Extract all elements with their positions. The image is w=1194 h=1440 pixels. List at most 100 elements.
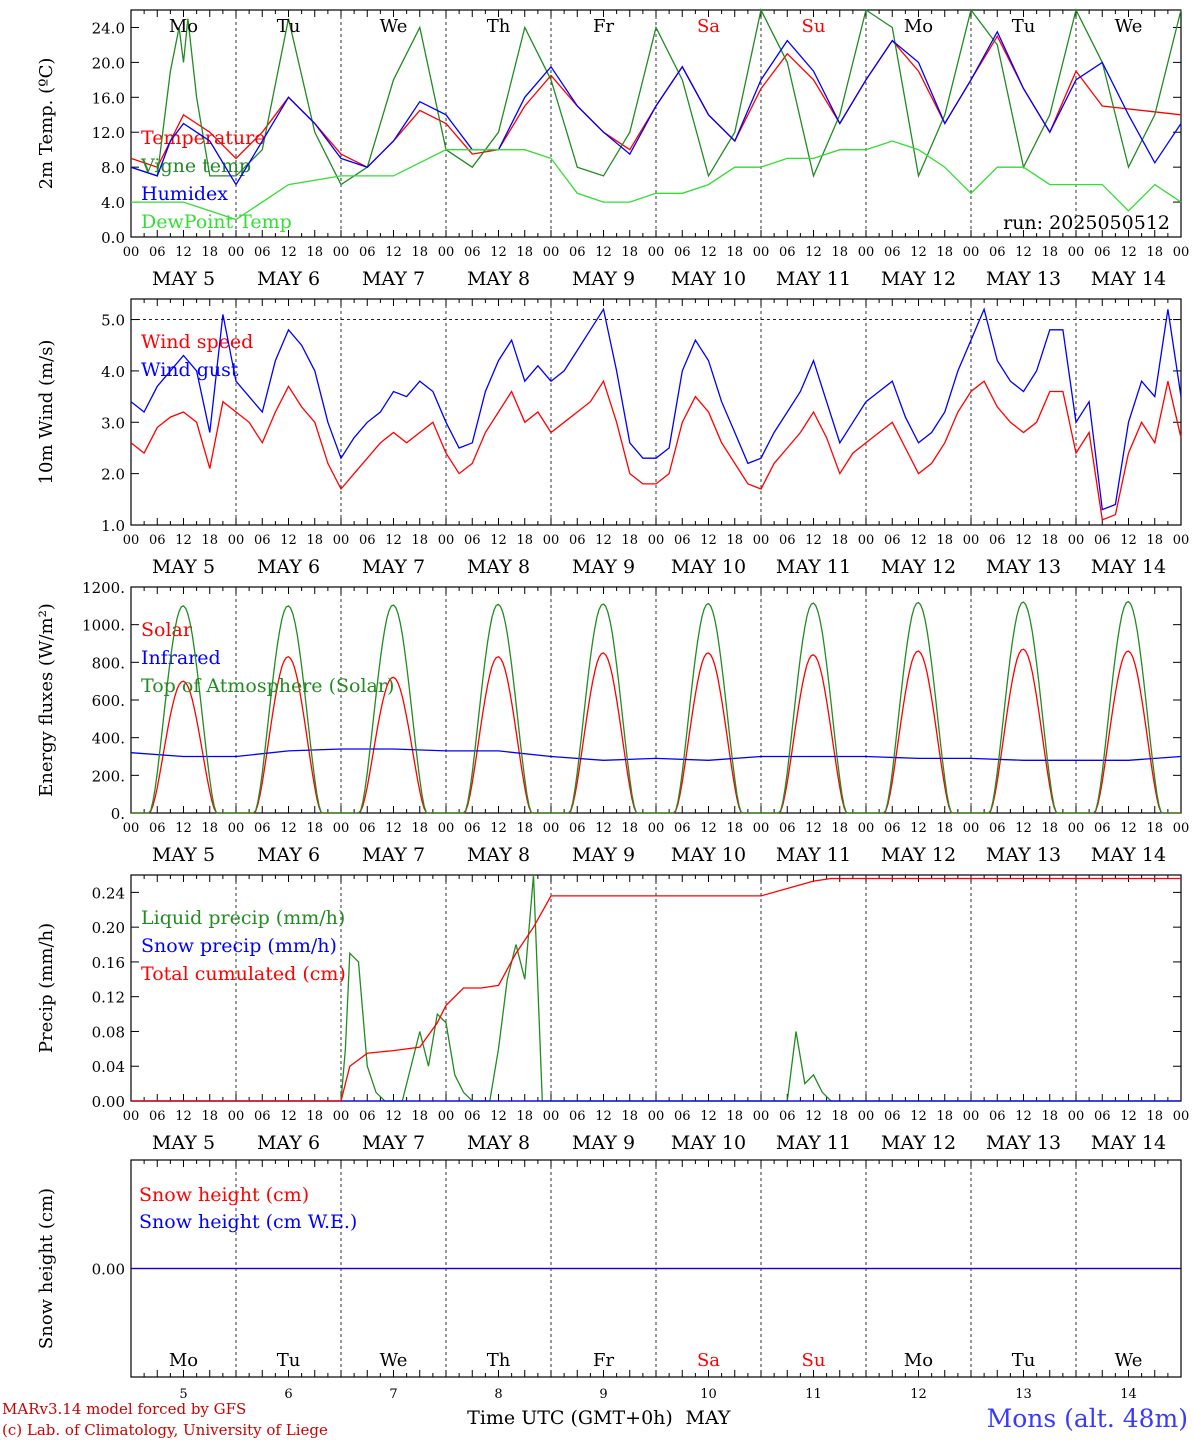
hour-label: 18 xyxy=(306,245,323,260)
day-name-label: Th xyxy=(487,1350,511,1371)
date-label: MAY 8 xyxy=(467,844,530,866)
day-name-label: Su xyxy=(802,16,826,37)
hour-label: 06 xyxy=(1094,821,1111,836)
hour-label: 00 xyxy=(543,1109,560,1124)
day-name-label: Mo xyxy=(169,16,198,37)
hour-label: 00 xyxy=(1173,245,1190,260)
hour-label: 06 xyxy=(569,1109,586,1124)
date-label: MAY 10 xyxy=(671,268,746,290)
hour-label: 00 xyxy=(963,1109,980,1124)
y-axis-label: Energy fluxes (W/m²) xyxy=(36,603,57,797)
hour-label: 12 xyxy=(595,821,612,836)
date-label: MAY 14 xyxy=(1091,844,1166,866)
legend-entry: Liquid precip (mm/h) xyxy=(141,907,345,929)
hour-label: 18 xyxy=(726,533,743,548)
series-line xyxy=(131,140,1182,221)
hour-label: 06 xyxy=(779,533,796,548)
date-label: MAY 8 xyxy=(467,268,530,290)
legend-entry: Wind gust xyxy=(141,359,239,381)
hour-label: 06 xyxy=(464,533,481,548)
hour-label: 06 xyxy=(254,1109,271,1124)
panel-2: 1.0 2.0 3.0 4.0 5.0 10m Wind (m/s) Wind speed W… xyxy=(36,298,1190,578)
hour-label: 18 xyxy=(621,245,638,260)
y-tick-label: 400. xyxy=(92,730,125,748)
hour-label: 12 xyxy=(805,533,822,548)
hour-label: 12 xyxy=(805,1109,822,1124)
day-name-label: Mo xyxy=(904,16,933,37)
hour-label: 12 xyxy=(1015,821,1032,836)
hour-label: 06 xyxy=(989,821,1006,836)
hour-label: 18 xyxy=(1146,533,1163,548)
hour-label: 12 xyxy=(805,821,822,836)
day-number-label: 7 xyxy=(389,1387,397,1402)
day-name-label: We xyxy=(1115,16,1143,37)
hour-label: 06 xyxy=(254,245,271,260)
day-number-label: 14 xyxy=(1120,1387,1137,1402)
legend-entry: Snow precip (mm/h) xyxy=(141,935,337,957)
y-tick-label: 1.0 xyxy=(101,517,125,535)
hour-label: 18 xyxy=(1041,245,1058,260)
hour-label: 12 xyxy=(1120,245,1137,260)
day-name-label: Mo xyxy=(904,1350,933,1371)
date-label: MAY 7 xyxy=(362,556,425,578)
y-tick-label: 0.16 xyxy=(92,954,125,972)
legend-entry: DewPoint Temp xyxy=(141,211,292,233)
model-credit: MARv3.14 model forced by GFS xyxy=(2,1400,246,1418)
day-name-label: Tu xyxy=(277,1350,301,1371)
date-label: MAY 10 xyxy=(671,556,746,578)
hour-label: 00 xyxy=(648,1109,665,1124)
hour-label: 00 xyxy=(858,1109,875,1124)
hour-label: 06 xyxy=(569,533,586,548)
series-line xyxy=(130,748,1182,761)
hour-label: 00 xyxy=(753,533,770,548)
hour-label: 06 xyxy=(674,1109,691,1124)
hour-label: 18 xyxy=(726,245,743,260)
x-axis-label: Time UTC (GMT+0h) xyxy=(467,1407,673,1429)
y-tick-label: 0.00 xyxy=(92,1261,125,1279)
hour-label: 12 xyxy=(1120,821,1137,836)
legend-entry: Total cumulated (cm) xyxy=(141,963,346,985)
day-name-label: Sa xyxy=(697,16,720,37)
hour-label: 06 xyxy=(359,1109,376,1124)
series-line xyxy=(130,30,1182,186)
hour-label: 18 xyxy=(516,821,533,836)
panel-1: 0.04.08.012.016.020.024.02m Temp. (ºC) Te… xyxy=(36,8,1190,290)
legend-entry: Top of Atmosphere (Solar) xyxy=(141,675,394,697)
hour-label: 18 xyxy=(1041,533,1058,548)
y-tick-label: 20.0 xyxy=(92,54,125,72)
hour-label: 00 xyxy=(438,1109,455,1124)
hour-label: 18 xyxy=(411,533,428,548)
hour-label: 00 xyxy=(963,245,980,260)
hour-label: 06 xyxy=(254,533,271,548)
date-label: MAY 11 xyxy=(776,1132,851,1154)
hour-label: 12 xyxy=(805,245,822,260)
hour-label: 06 xyxy=(779,1109,796,1124)
hour-label: 18 xyxy=(831,821,848,836)
hour-label: 00 xyxy=(1173,821,1190,836)
day-name-label: We xyxy=(380,1350,408,1371)
hour-label: 12 xyxy=(385,1109,402,1124)
hour-label: 00 xyxy=(333,821,350,836)
hour-label: 06 xyxy=(254,821,271,836)
series-line xyxy=(131,877,1181,1102)
hour-label: 06 xyxy=(674,821,691,836)
date-label: MAY 6 xyxy=(257,1132,320,1154)
day-name-label: Tu xyxy=(1012,16,1036,37)
hour-label: 18 xyxy=(201,821,218,836)
hour-label: 00 xyxy=(648,533,665,548)
hour-label: 18 xyxy=(1041,821,1058,836)
date-label: MAY 5 xyxy=(152,844,215,866)
hour-label: 00 xyxy=(1173,533,1190,548)
day-name-label: Sa xyxy=(697,1350,720,1371)
hour-label: 06 xyxy=(989,533,1006,548)
legend-entry: Snow height (cm) xyxy=(139,1184,309,1206)
hour-label: 00 xyxy=(1068,533,1085,548)
hour-label: 12 xyxy=(910,245,927,260)
legend-entry: Wind speed xyxy=(141,331,253,353)
hour-label: 00 xyxy=(123,821,140,836)
hour-label: 12 xyxy=(1015,245,1032,260)
hour-label: 00 xyxy=(543,533,560,548)
hour-label: 12 xyxy=(1015,533,1032,548)
date-label: MAY 7 xyxy=(362,1132,425,1154)
day-number-label: 13 xyxy=(1015,1387,1032,1402)
